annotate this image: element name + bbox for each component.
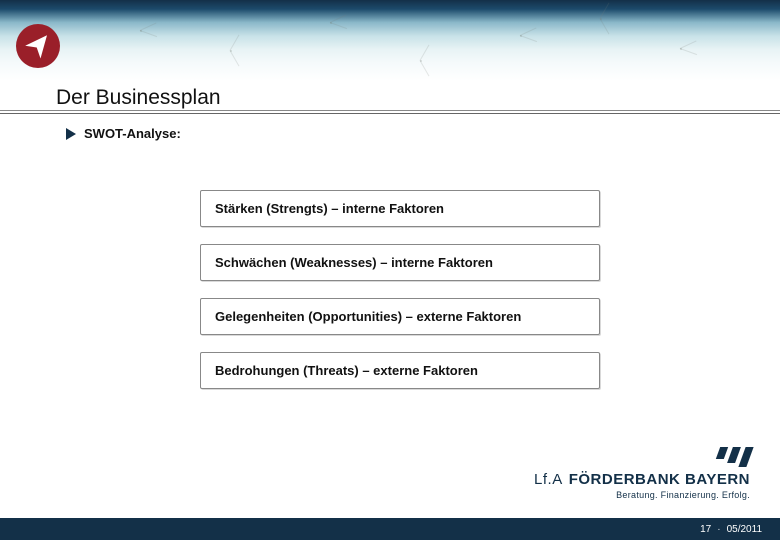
swot-item-strengths: Stärken (Strengts) – interne Faktoren <box>200 190 600 227</box>
swot-list: Stärken (Strengts) – interne Faktoren Sc… <box>200 190 600 389</box>
swot-item-opportunities: Gelegenheiten (Opportunities) – externe … <box>200 298 600 335</box>
brand-tagline: Beratung. Finanzierung. Erfolg. <box>534 490 750 500</box>
footer-date: 05/2011 <box>727 524 762 535</box>
brand-name: Lf.A FÖRDERBANK BAYERN <box>534 471 750 488</box>
bottom-bar: 17 · 05/2011 <box>0 518 780 540</box>
triangle-bullet-icon <box>66 128 76 140</box>
title-divider-top <box>0 110 780 111</box>
title-divider <box>0 113 780 114</box>
subtitle-row: SWOT-Analyse: <box>66 126 181 141</box>
brand-bar-2 <box>727 447 741 463</box>
brand-bar-3 <box>738 447 753 467</box>
subtitle: SWOT-Analyse: <box>84 126 181 141</box>
brand-prefix: Lf.A <box>534 471 563 488</box>
swot-item-threats: Bedrohungen (Threats) – externe Faktoren <box>200 352 600 389</box>
page-title: Der Businessplan <box>56 86 221 110</box>
footer-separator: · <box>717 524 720 535</box>
page-number: 17 <box>700 524 711 535</box>
swot-item-weaknesses: Schwächen (Weaknesses) – interne Faktore… <box>200 244 600 281</box>
brand-main: FÖRDERBANK BAYERN <box>569 471 750 488</box>
footer-brand-block: Lf.A FÖRDERBANK BAYERN Beratung. Finanzie… <box>534 447 750 500</box>
header-band <box>0 0 780 90</box>
compass-logo-icon <box>16 24 60 68</box>
brand-bar-1 <box>716 447 728 459</box>
brand-bars-icon <box>534 447 750 467</box>
